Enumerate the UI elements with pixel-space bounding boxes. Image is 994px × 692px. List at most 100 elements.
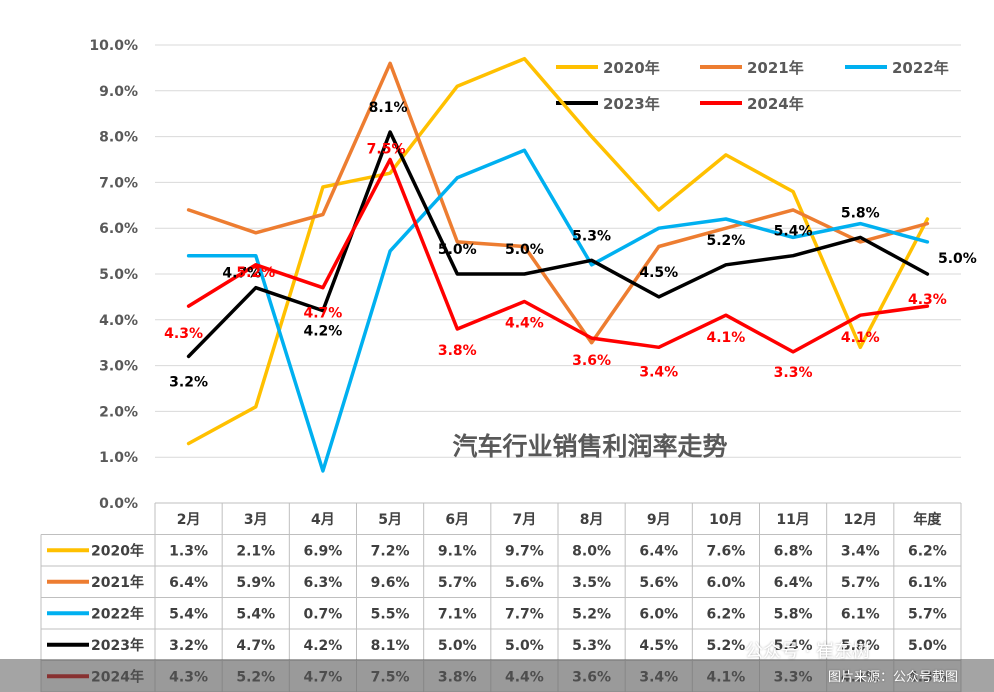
- table-cell: 6.3%: [304, 575, 343, 591]
- x-category-label: 9月: [647, 512, 671, 528]
- data-label: 4.2%: [304, 324, 343, 340]
- table-cell: 5.6%: [505, 575, 544, 591]
- data-label: 3.3%: [774, 365, 813, 381]
- y-tick-label: 10.0%: [89, 38, 138, 54]
- y-tick-label: 5.0%: [99, 267, 138, 283]
- table-cell: 7.2%: [371, 543, 410, 559]
- table-cell: 6.4%: [774, 575, 813, 591]
- table-cell: 6.4%: [639, 543, 678, 559]
- data-label: 4.7%: [304, 306, 343, 322]
- data-label: 3.6%: [572, 353, 611, 369]
- table-cell: 9.7%: [505, 543, 544, 559]
- data-label: 4.5%: [639, 265, 678, 281]
- table-cell: 3.4%: [841, 543, 880, 559]
- legend-label: 2023年: [603, 95, 660, 113]
- data-label: 5.0%: [505, 242, 544, 258]
- data-label: 5.2%: [236, 265, 275, 281]
- data-label: 3.2%: [169, 374, 208, 390]
- data-label: 4.7%: [222, 266, 261, 282]
- table-cell: 5.4%: [236, 606, 275, 622]
- data-label: 4.1%: [841, 330, 880, 346]
- table-cell: 0.7%: [304, 606, 343, 622]
- x-category-label: 12月: [844, 512, 877, 528]
- y-tick-label: 3.0%: [99, 359, 138, 375]
- y-tick-label: 4.0%: [99, 313, 138, 329]
- x-category-label: 2月: [177, 512, 201, 528]
- series-line-2023: [186, 130, 930, 359]
- y-tick-label: 6.0%: [99, 221, 138, 237]
- y-tick-label: 0.0%: [99, 496, 138, 512]
- data-label: 4.3%: [164, 326, 203, 342]
- table-cell: 5.2%: [572, 606, 611, 622]
- table-cell: 5.3%: [572, 638, 611, 654]
- table-cell: 5.2%: [707, 638, 746, 654]
- table-cell: 9.6%: [371, 575, 410, 591]
- legend-label: 2022年: [892, 59, 949, 77]
- x-category-label: 7月: [513, 512, 537, 528]
- y-tick-label: 7.0%: [99, 175, 138, 191]
- table-cell: 9.1%: [438, 543, 477, 559]
- series-line-2024: [186, 157, 930, 354]
- legend-label: 2021年: [747, 59, 804, 77]
- x-category-label: 8月: [580, 512, 604, 528]
- watermark-account: 公众号 · 崔东树: [745, 641, 871, 662]
- x-category-label: 4月: [311, 512, 335, 528]
- data-label: 5.8%: [841, 205, 880, 221]
- data-label: 4.1%: [707, 330, 746, 346]
- table-cell: 2.1%: [236, 543, 275, 559]
- data-label: 5.2%: [707, 233, 746, 249]
- table-cell: 6.2%: [707, 606, 746, 622]
- table-cell: 7.1%: [438, 606, 477, 622]
- table-cell: 6.8%: [774, 543, 813, 559]
- table-cell: 6.1%: [841, 606, 880, 622]
- chart-title: 汽车行业销售利润率走势: [452, 432, 727, 461]
- data-label: 5.0%: [438, 242, 477, 258]
- table-cell: 5.0%: [908, 638, 947, 654]
- data-label: 5.4%: [774, 224, 813, 240]
- data-label: 4.4%: [505, 315, 544, 331]
- table-cell: 6.2%: [908, 543, 947, 559]
- y-tick-label: 9.0%: [99, 84, 138, 100]
- table-cell: 5.6%: [639, 575, 678, 591]
- watermark-source: 图片来源：公众号截图: [828, 670, 959, 685]
- table-cell: 6.9%: [304, 543, 343, 559]
- table-cell: 5.7%: [841, 575, 880, 591]
- table-cell: 7.6%: [707, 543, 746, 559]
- table-cell: 7.7%: [505, 606, 544, 622]
- x-category-label: 年度: [913, 511, 942, 528]
- series-line-2021: [186, 61, 930, 345]
- x-category-label: 5月: [378, 512, 402, 528]
- legend-label: 2020年: [603, 59, 660, 77]
- table-cell: 5.0%: [438, 638, 477, 654]
- table-series-label: 2020年: [91, 542, 144, 559]
- table-cell: 3.5%: [572, 575, 611, 591]
- y-tick-label: 2.0%: [99, 404, 138, 420]
- table-cell: 5.4%: [774, 638, 813, 654]
- y-tick-label: 1.0%: [99, 450, 138, 466]
- data-label: 7.5%: [367, 142, 406, 158]
- series-line-2022: [186, 148, 930, 473]
- x-category-label: 11月: [776, 512, 809, 528]
- table-series-label: 2021年: [91, 574, 144, 591]
- table-cell: 5.8%: [841, 638, 880, 654]
- table-cell: 6.4%: [169, 575, 208, 591]
- table-cell: 1.3%: [169, 543, 208, 559]
- legend-label: 2024年: [747, 95, 804, 113]
- table-cell: 5.0%: [505, 638, 544, 654]
- table-cell: 5.7%: [438, 575, 477, 591]
- table-cell: 5.5%: [371, 606, 410, 622]
- table-cell: 5.8%: [774, 606, 813, 622]
- table-cell: 8.1%: [371, 638, 410, 654]
- x-category-label: 3月: [244, 512, 268, 528]
- y-tick-label: 8.0%: [99, 130, 138, 146]
- data-label: 4.3%: [908, 292, 947, 308]
- watermark-band: [0, 659, 994, 692]
- table-cell: 4.5%: [639, 638, 678, 654]
- table-series-label: 2022年: [91, 605, 144, 622]
- table-cell: 6.0%: [707, 575, 746, 591]
- data-label: 3.8%: [438, 343, 477, 359]
- table-cell: 5.9%: [236, 575, 275, 591]
- table-cell: 6.1%: [908, 575, 947, 591]
